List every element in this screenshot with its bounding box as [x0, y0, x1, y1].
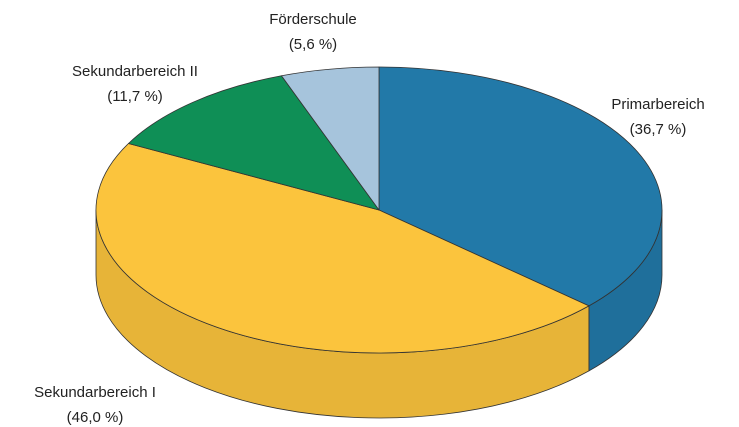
slice-label: Sekundarbereich I [34, 384, 156, 401]
slice [128, 75, 380, 211]
slice-label: Sekundarbereich II [72, 63, 198, 80]
slice-value-label: (11,7 %) [107, 88, 163, 105]
slice-label: Primarbereich [611, 96, 704, 113]
slice [378, 66, 663, 307]
slice-value-label: (5,6 %) [289, 36, 337, 53]
slice [281, 66, 380, 211]
slice [95, 143, 590, 354]
slice-value-label: (36,7 %) [630, 121, 687, 138]
slice-label: Förderschule [269, 11, 357, 28]
slice-value-label: (46,0 %) [67, 409, 124, 426]
